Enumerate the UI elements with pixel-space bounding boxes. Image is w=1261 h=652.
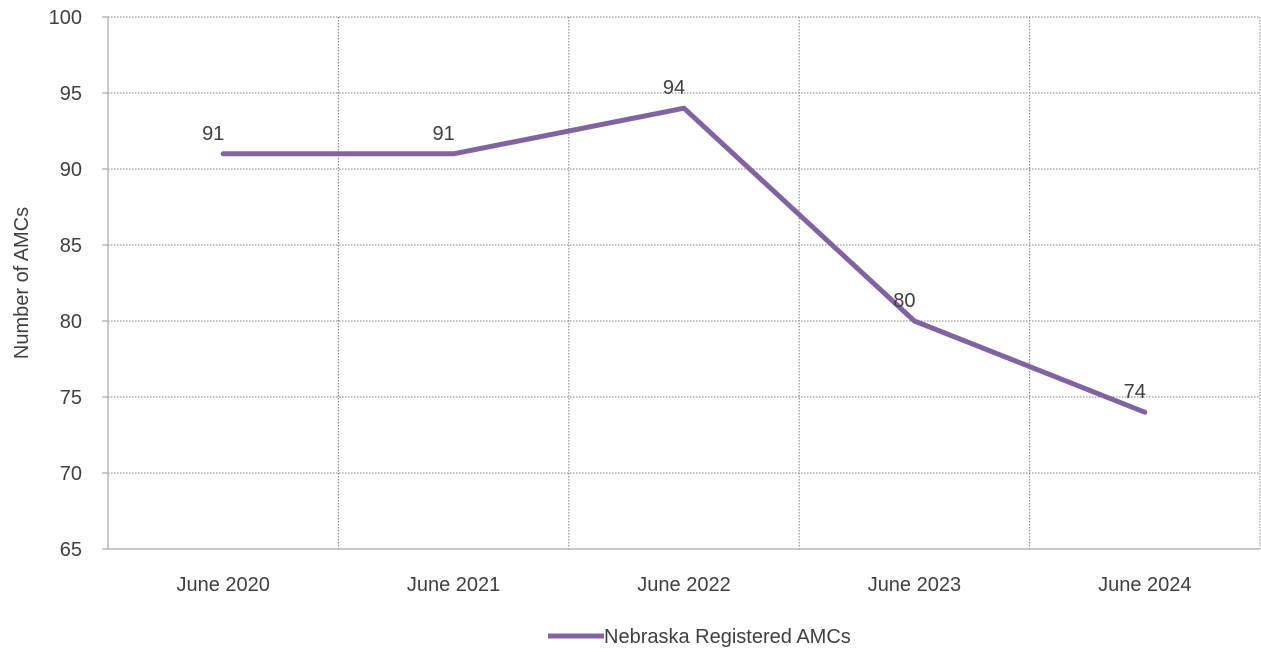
y-axis-title: Number of AMCs [11, 207, 33, 359]
gridlines [108, 16, 1261, 549]
data-labels: 91 91 94 80 74 [202, 77, 1146, 403]
series-lines [220, 105, 1148, 415]
x-tick-label: June 2023 [868, 574, 961, 596]
series-line [220, 105, 1148, 415]
x-tick-label: June 2024 [1098, 574, 1191, 596]
legend-entry: Nebraska Registered AMCs [604, 626, 851, 648]
y-tick-label: 75 [60, 387, 82, 409]
y-tick-label: 85 [60, 235, 82, 257]
y-tick-label: 80 [60, 311, 82, 333]
data-label: 80 [893, 290, 915, 312]
x-tick-label: June 2022 [637, 574, 730, 596]
y-axis-tick-labels: 65 70 75 80 85 90 95 100 [49, 7, 82, 561]
y-tick-label: 95 [60, 83, 82, 105]
data-label: 91 [202, 123, 224, 145]
x-axis-tick-labels: June 2020 June 2021 June 2022 June 2023 June… [176, 574, 1191, 596]
x-tick-label: June 2020 [176, 574, 269, 596]
legend: Nebraska Registered AMCs [548, 626, 851, 648]
y-tick-label: 100 [49, 7, 82, 29]
y-tick-label: 90 [60, 159, 82, 181]
data-label: 74 [1124, 381, 1146, 403]
data-label: 91 [432, 123, 454, 145]
y-tick-label: 70 [60, 463, 82, 485]
data-label: 94 [663, 77, 685, 99]
axes [102, 16, 1260, 550]
x-tick-label: June 2021 [407, 574, 500, 596]
y-tick-label: 65 [60, 539, 82, 561]
